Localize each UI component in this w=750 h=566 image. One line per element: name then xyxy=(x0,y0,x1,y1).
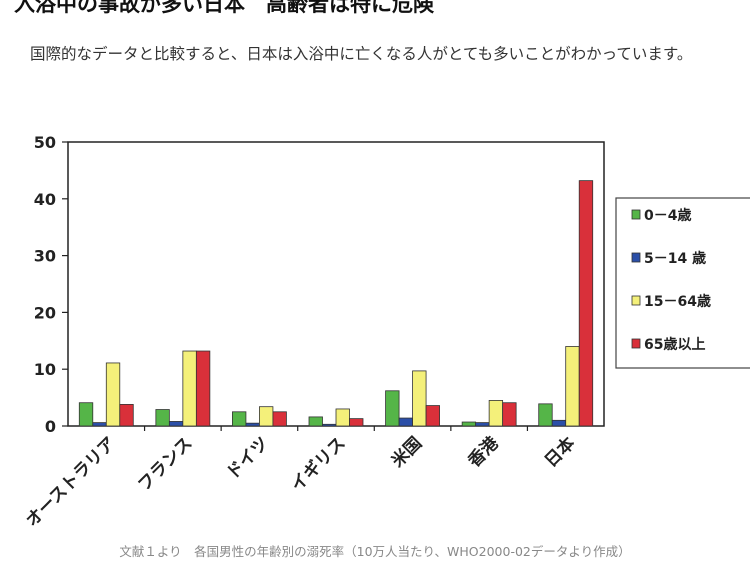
bar xyxy=(105,362,121,427)
drowning-rate-bar-chart: 0 10 20 30 40 50 オーストラリア フランス ドイツ イギリス 米国 香港 日本 0－4歳 5… xyxy=(22,133,750,531)
article-paragraph: 国際的なデータと比較すると、日本は入浴中に亡くなる人がとても多いことがわかってい… xyxy=(30,45,693,63)
bar xyxy=(195,350,211,427)
x-category-label: ドイツ xyxy=(223,433,273,483)
legend-label: 0－4歳 xyxy=(644,207,691,224)
article-heading: 入浴中の事故が多い日本 高齢者は特に危険 xyxy=(14,0,434,16)
x-category-label: 日本 xyxy=(540,433,579,472)
x-category-label: 香港 xyxy=(464,432,504,472)
x-category-label: フランス xyxy=(134,433,196,495)
plot-frame xyxy=(67,141,605,427)
figure-caption: 文献１より 各国男性の年齢別の溺死率（10万人当たり、WHO2000-02データ… xyxy=(119,544,631,559)
legend-swatch xyxy=(631,338,641,349)
bar xyxy=(155,409,170,427)
bar xyxy=(259,406,274,427)
bar xyxy=(398,417,413,427)
bar xyxy=(578,180,594,427)
bar xyxy=(349,418,364,427)
bar xyxy=(322,423,337,427)
bar xyxy=(412,370,427,427)
legend-swatch xyxy=(631,209,641,220)
legend-label: 5－14 歳 xyxy=(644,250,706,267)
x-category-label: 米国 xyxy=(387,433,426,472)
y-tick-label: 0 xyxy=(45,417,56,436)
legend-label: 15－64歳 xyxy=(644,293,711,310)
bar xyxy=(308,416,323,427)
bar xyxy=(232,411,247,427)
bar xyxy=(425,405,440,427)
legend-swatch xyxy=(631,252,641,263)
bar xyxy=(475,422,490,427)
bar xyxy=(168,421,184,427)
bar xyxy=(272,411,287,427)
bar xyxy=(488,400,504,427)
bar xyxy=(182,350,197,427)
x-category-label: イギリス xyxy=(287,433,349,495)
bar xyxy=(335,408,350,427)
y-tick-label: 10 xyxy=(34,360,56,379)
y-tick-label: 40 xyxy=(34,190,56,209)
bar xyxy=(461,421,477,427)
y-tick-label: 50 xyxy=(34,133,56,152)
legend-label: 65歳以上 xyxy=(644,336,705,353)
bar xyxy=(78,402,94,427)
bar xyxy=(245,422,260,427)
bar xyxy=(119,404,134,427)
y-tick-label: 20 xyxy=(34,303,56,322)
legend-swatch xyxy=(631,295,641,306)
x-category-label: オーストラリア xyxy=(22,433,120,531)
bar xyxy=(92,422,107,427)
bar xyxy=(565,346,580,427)
bar xyxy=(538,403,553,427)
bar xyxy=(551,419,567,427)
bar xyxy=(502,402,517,427)
y-tick-label: 30 xyxy=(34,247,56,266)
bar xyxy=(385,390,400,427)
